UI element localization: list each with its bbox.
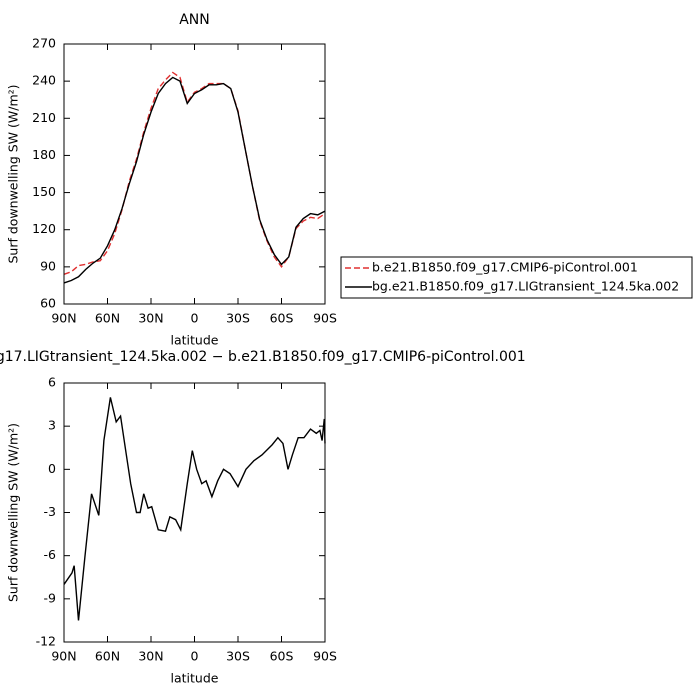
x-tick-label: 90S bbox=[313, 649, 337, 664]
legend-label: b.e21.B1850.f09_g17.CMIP6-piControl.001 bbox=[372, 260, 638, 275]
data-line bbox=[63, 76, 326, 284]
x-tick-label: 0 bbox=[191, 649, 199, 664]
x-tick-label: 90S bbox=[313, 311, 337, 326]
y-tick-label: 240 bbox=[32, 73, 56, 88]
x-tick-label: 60S bbox=[270, 649, 294, 664]
y-tick-label: 0 bbox=[48, 461, 56, 476]
y-tick-label: 180 bbox=[32, 147, 56, 162]
plot-frame bbox=[63, 43, 326, 305]
x-tick-label: 30N bbox=[138, 649, 163, 664]
y-tick-label: 120 bbox=[32, 221, 56, 236]
y-tick-label: 270 bbox=[32, 36, 56, 51]
chart-title: ANN bbox=[179, 12, 210, 28]
x-tick-label: 60N bbox=[95, 649, 120, 664]
y-tick-label: 3 bbox=[48, 418, 56, 433]
x-axis-label: latitude bbox=[171, 671, 219, 686]
legend-label: bg.e21.B1850.f09_g17.LIGtransient_124.5k… bbox=[372, 279, 679, 294]
y-tick-label: 6 bbox=[48, 375, 56, 390]
y-tick-label: 90 bbox=[40, 258, 56, 273]
y-tick-label: 150 bbox=[32, 184, 56, 199]
legend-box bbox=[340, 256, 693, 299]
x-tick-label: 90N bbox=[51, 311, 76, 326]
y-tick-label: -9 bbox=[44, 590, 57, 605]
data-line bbox=[63, 397, 326, 621]
data-line bbox=[63, 71, 326, 275]
x-axis-label: latitude bbox=[171, 333, 219, 348]
chart-title: bg.e21.B1850.f09_g17.LIGtransient_124.5k… bbox=[0, 349, 526, 365]
x-tick-label: 30S bbox=[226, 649, 250, 664]
y-tick-label: 60 bbox=[40, 296, 56, 311]
y-tick-label: -3 bbox=[44, 504, 56, 519]
x-tick-label: 60N bbox=[95, 311, 120, 326]
y-tick-label: -12 bbox=[36, 634, 56, 649]
y-axis-label: Surf downwelling SW (W/m²) bbox=[6, 423, 21, 602]
y-tick-label: 210 bbox=[32, 110, 56, 125]
x-tick-label: 0 bbox=[191, 311, 199, 326]
x-tick-label: 60S bbox=[270, 311, 294, 326]
x-tick-label: 90N bbox=[51, 649, 76, 664]
x-tick-label: 30S bbox=[226, 311, 250, 326]
plot-frame bbox=[63, 382, 326, 643]
y-axis-label: Surf downwelling SW (W/m²) bbox=[6, 84, 21, 263]
y-tick-label: -6 bbox=[44, 547, 57, 562]
x-tick-label: 30N bbox=[138, 311, 163, 326]
